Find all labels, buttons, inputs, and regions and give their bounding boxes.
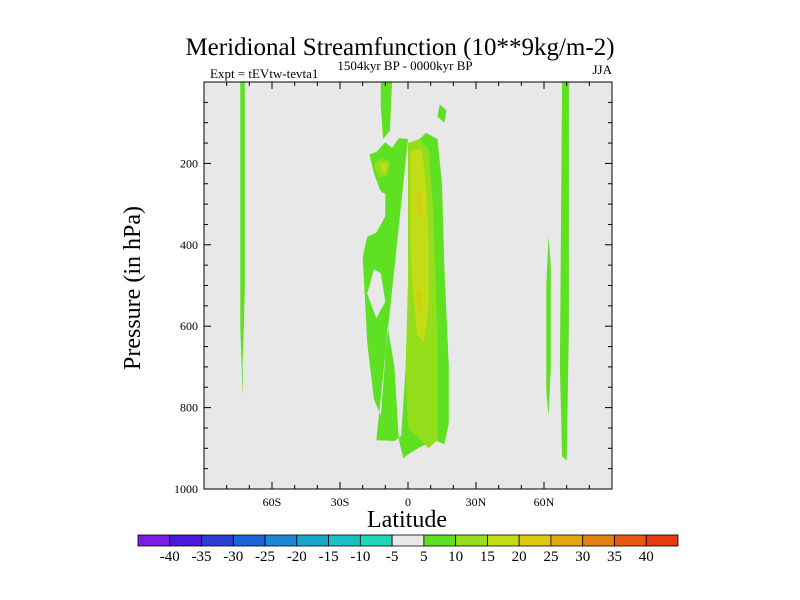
colorbar-swatch [359,534,393,547]
colorbar-swatch [328,534,361,547]
contour-cyan-left-1 [242,301,248,428]
y-axis-ticks: 200 400 600 800 1000 [174,81,612,496]
season-label: JJA [592,62,612,77]
colorbar-swatch [201,534,234,547]
contour-yellow [410,149,429,343]
colorbar-label: -5 [386,549,399,565]
contour-green-right-1 [559,82,569,461]
colorbar-swatch [614,534,647,547]
x-tick-label: 60N [534,495,555,509]
colorbar-swatch [487,534,520,547]
contour-gold-2 [417,289,422,312]
colorbar-swatch [232,534,266,547]
y-tick-label: 600 [180,319,198,333]
colorbar-swatch [455,534,488,547]
colorbar-label: 25 [543,549,558,565]
colorbar-label: -10 [350,549,370,565]
colorbar-swatch [582,534,615,547]
contour-cyan-right-2 [469,191,472,221]
colorbar-label: 35 [607,549,622,565]
contour-gray-gap-1 [367,269,386,319]
x-tick-label: 30N [466,495,487,509]
y-axis-title: Pressure (in hPa) [120,206,146,370]
colorbar-swatch [423,534,457,547]
colorbar-label: 40 [639,549,654,565]
colorbar-label: 10 [448,549,463,565]
contour-green-top-2 [437,104,447,123]
colorbar-swatch [518,534,552,547]
contour-green-top [380,82,393,139]
period-label: 1504kyr BP - 0000kyr BP [337,58,472,73]
x-tick-label: 30S [331,495,350,509]
colorbar-swatch [169,534,202,547]
colorbar-label: 20 [512,549,527,565]
contour-cyan-right-1 [482,163,492,302]
colorbar-label: -15 [319,549,339,565]
contour-gold-1 [417,189,422,217]
y-tick-label: 200 [180,156,198,170]
contour-yellow-left [380,162,388,173]
contour-green-left-1 [240,82,245,396]
colorbar-label: 30 [575,549,590,565]
colorbar-label: -20 [287,549,307,565]
colorbar: -40 -35 -30 -25 -20 -15 -10 -5 5 10 15 20 25 30 35 40 [137,534,679,565]
colorbar-label: 15 [480,549,495,565]
colorbar-swatch [137,534,171,547]
colorbar-label: -40 [160,549,180,565]
colorbar-swatch [264,534,298,547]
contour-regions [240,82,569,461]
contour-green-right-2 [546,236,551,416]
contour-cyan-left-2 [258,324,263,412]
y-tick-label: 1000 [174,482,198,496]
chart-title: Meridional Streamfunction (10**9kg/m-2) [185,34,614,61]
colorbar-label: -35 [192,549,212,565]
colorbar-label: -30 [223,549,243,565]
contour-gray-gap-2 [374,189,386,217]
x-tick-label: 0 [405,495,411,509]
colorbar-label: 5 [420,549,428,565]
x-axis-ticks: 60S 30S 0 30N 60N [203,82,613,509]
colorbar-swatch [550,534,584,547]
y-tick-label: 400 [180,238,198,252]
colorbar-label: -25 [255,549,275,565]
experiment-label: Expt = tEVtw-tevta1 [210,66,318,81]
colorbar-swatch [645,534,679,547]
x-axis-title: Latitude [367,507,447,533]
colorbar-swatch [391,534,425,547]
x-tick-label: 60S [263,495,282,509]
plot-area: 60S 30S 0 30N 60N 200 400 600 800 1000 [174,81,613,509]
colorbar-swatch [296,534,329,547]
y-tick-label: 800 [180,401,198,415]
